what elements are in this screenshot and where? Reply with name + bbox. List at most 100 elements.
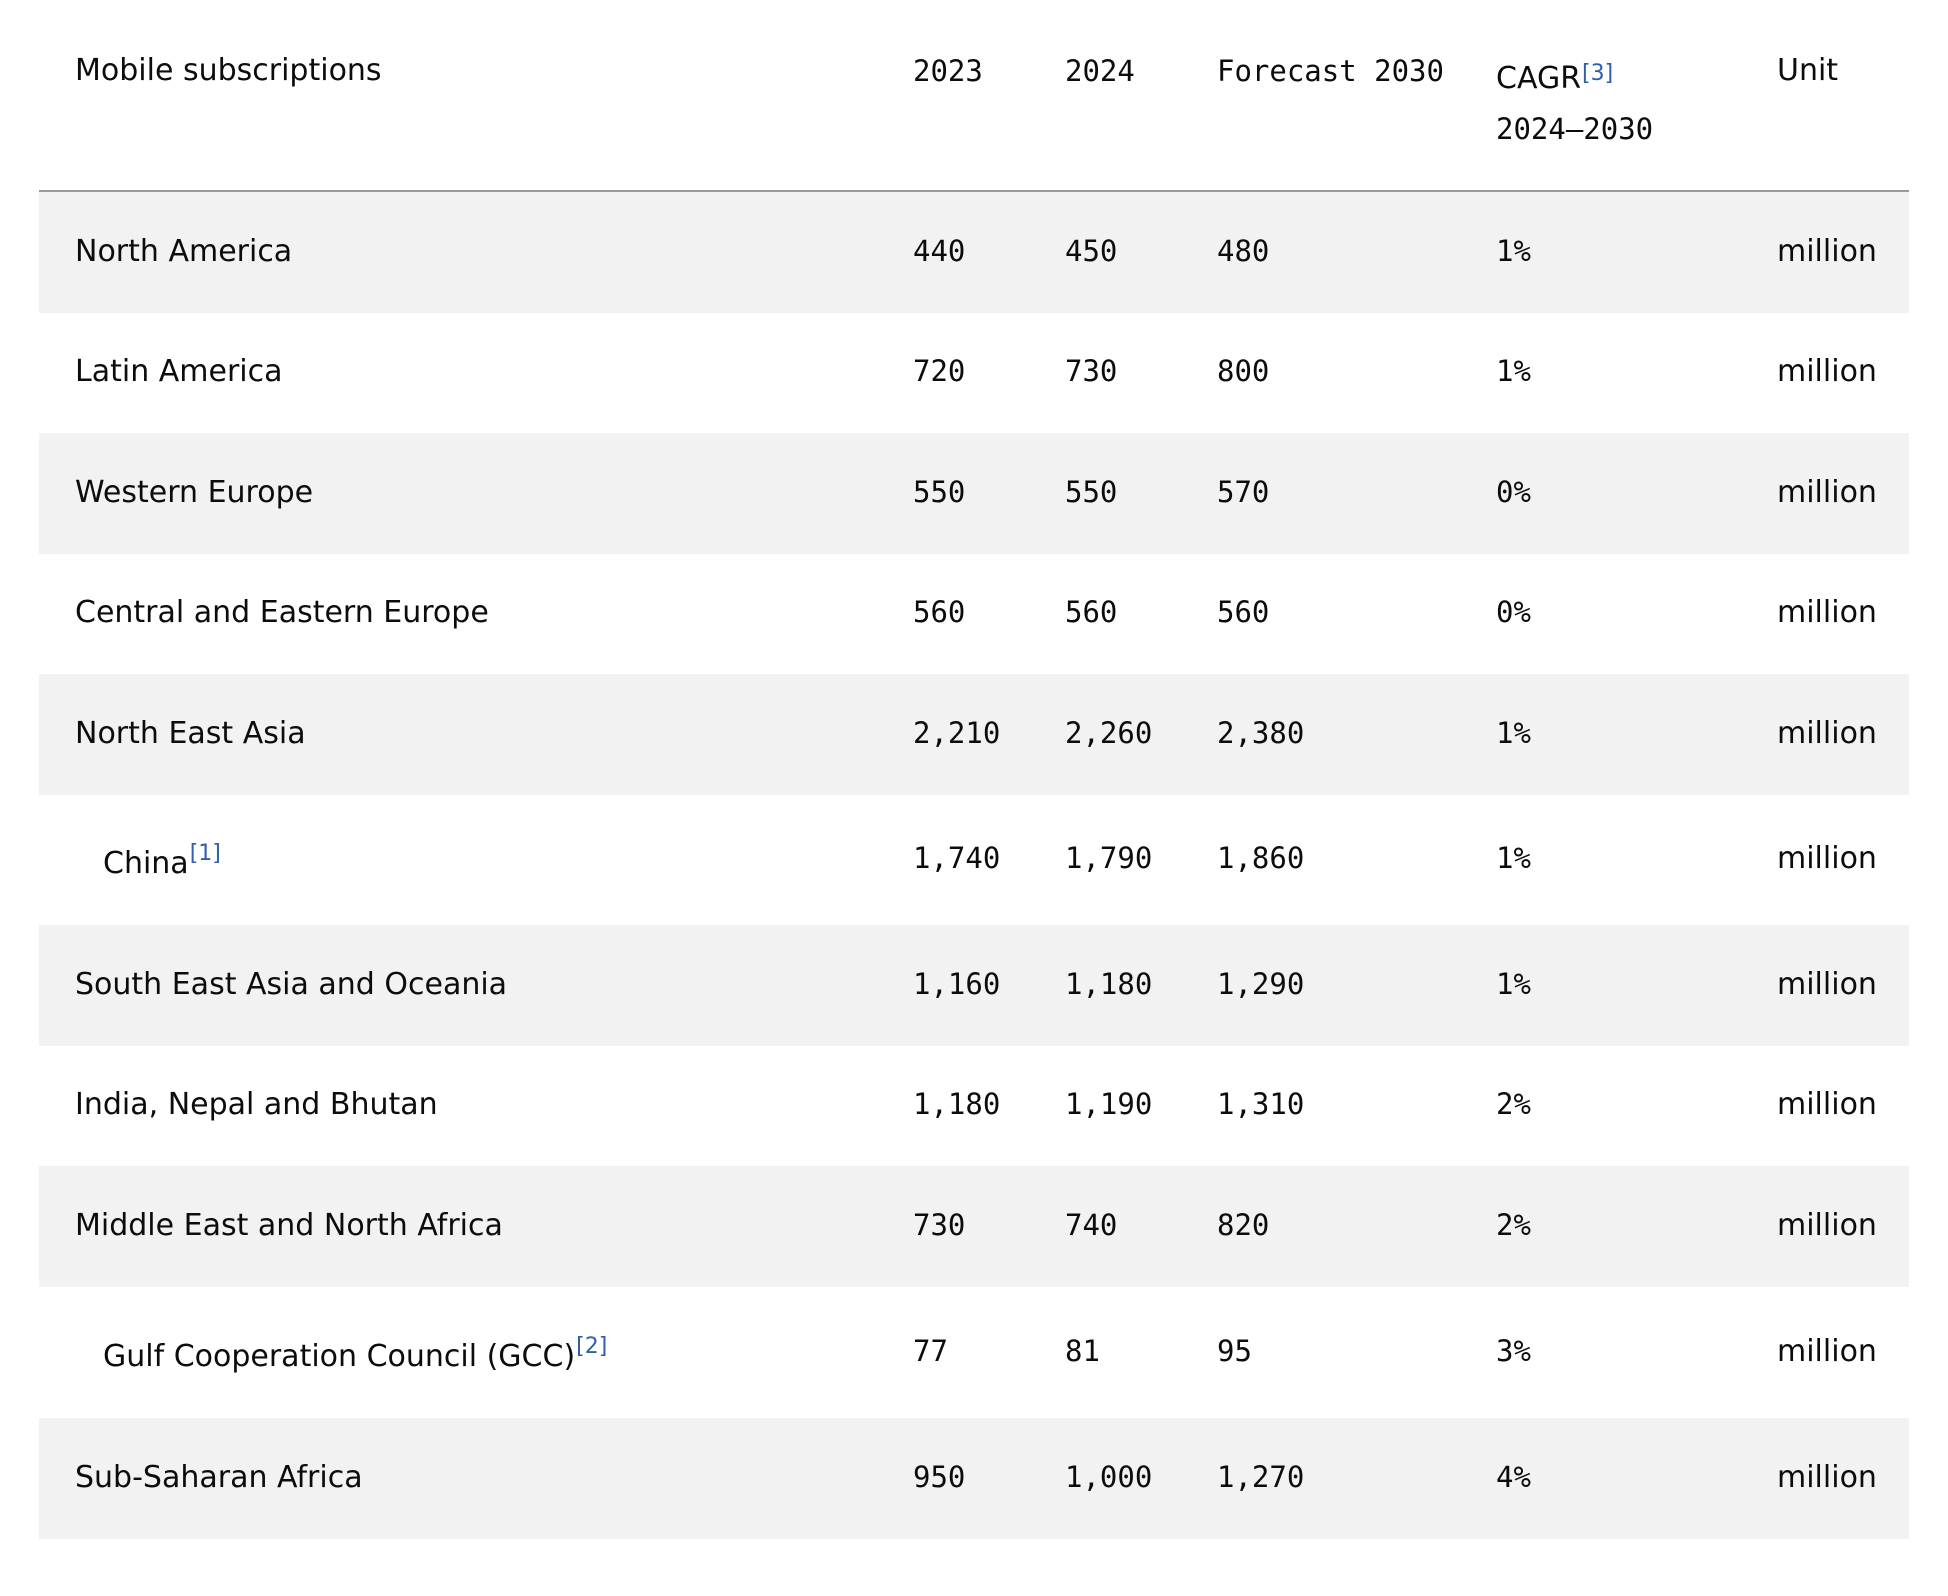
table-row: Central and Eastern Europe 560 560 560 0% mil… bbox=[39, 554, 1909, 674]
value-2024: 1,190 bbox=[1065, 1087, 1153, 1121]
value-unit: million bbox=[1777, 234, 1877, 269]
region-cell: Latin America bbox=[75, 354, 283, 389]
value-forecast-2030: 1,860 bbox=[1217, 841, 1305, 875]
value-cagr: 0% bbox=[1496, 595, 1531, 629]
table-row: Middle East and North Africa 730 740 820 2% m… bbox=[39, 1166, 1909, 1287]
header-2023: 2023 bbox=[913, 54, 983, 88]
value-cagr: 4% bbox=[1496, 1460, 1531, 1494]
value-2023: 2,210 bbox=[913, 716, 1001, 750]
table-body: North America 440 450 480 1% million Latin Ame… bbox=[39, 192, 1909, 1539]
region-name: North East Asia bbox=[75, 716, 306, 751]
region-name: Central and Eastern Europe bbox=[75, 595, 489, 630]
value-cagr: 1% bbox=[1496, 716, 1531, 750]
region-cell: Sub-Saharan Africa bbox=[75, 1460, 363, 1495]
table-row: North America 440 450 480 1% million bbox=[39, 192, 1909, 313]
value-cagr: 1% bbox=[1496, 234, 1531, 268]
value-cagr: 2% bbox=[1496, 1208, 1531, 1242]
value-forecast-2030: 560 bbox=[1217, 595, 1270, 629]
region-cell: India, Nepal and Bhutan bbox=[75, 1087, 438, 1122]
value-2023: 1,160 bbox=[913, 967, 1001, 1001]
table-row: Western Europe 550 550 570 0% million bbox=[39, 433, 1909, 554]
value-unit: million bbox=[1777, 1334, 1877, 1369]
table-row: Sub-Saharan Africa 950 1,000 1,270 4% million bbox=[39, 1418, 1909, 1539]
value-unit: million bbox=[1777, 475, 1877, 510]
region-cell: North America bbox=[75, 234, 292, 269]
header-forecast-2030: Forecast 2030 bbox=[1217, 54, 1444, 88]
value-forecast-2030: 800 bbox=[1217, 354, 1270, 388]
value-2023: 560 bbox=[913, 595, 966, 629]
region-name: Latin America bbox=[75, 354, 283, 389]
region-cell: Central and Eastern Europe bbox=[75, 595, 489, 630]
table-header: Mobile subscriptions 2023 2024 Forecast … bbox=[39, 0, 1909, 192]
subscriptions-table: Mobile subscriptions 2023 2024 Forecast … bbox=[39, 0, 1909, 1539]
header-cagr-label: CAGR bbox=[1496, 61, 1582, 96]
value-2024: 730 bbox=[1065, 354, 1118, 388]
value-2023: 1,180 bbox=[913, 1087, 1001, 1121]
region-cell: South East Asia and Oceania bbox=[75, 967, 507, 1002]
header-2024: 2024 bbox=[1065, 54, 1135, 88]
value-unit: million bbox=[1777, 841, 1877, 876]
value-cagr: 1% bbox=[1496, 967, 1531, 1001]
value-2023: 730 bbox=[913, 1208, 966, 1242]
value-2023: 440 bbox=[913, 234, 966, 268]
value-forecast-2030: 1,290 bbox=[1217, 967, 1305, 1001]
table-row: Latin America 720 730 800 1% million bbox=[39, 313, 1909, 433]
region-name: Middle East and North Africa bbox=[75, 1208, 503, 1243]
region-cell: Western Europe bbox=[75, 475, 313, 510]
value-2023: 950 bbox=[913, 1460, 966, 1494]
table-row: South East Asia and Oceania 1,160 1,180 1,2… bbox=[39, 925, 1909, 1046]
header-region: Mobile subscriptions bbox=[75, 53, 382, 88]
value-2024: 81 bbox=[1065, 1334, 1100, 1368]
value-forecast-2030: 1,310 bbox=[1217, 1087, 1305, 1121]
value-2024: 1,790 bbox=[1065, 841, 1153, 875]
value-2023: 550 bbox=[913, 475, 966, 509]
value-forecast-2030: 95 bbox=[1217, 1334, 1252, 1368]
value-cagr: 1% bbox=[1496, 354, 1531, 388]
region-name: China bbox=[103, 846, 189, 881]
value-2024: 1,180 bbox=[1065, 967, 1153, 1001]
value-unit: million bbox=[1777, 595, 1877, 630]
header-cagr-period: 2024–2030 bbox=[1496, 112, 1654, 146]
value-2024: 450 bbox=[1065, 234, 1118, 268]
value-2024: 550 bbox=[1065, 475, 1118, 509]
region-name: North America bbox=[75, 234, 293, 269]
value-forecast-2030: 2,380 bbox=[1217, 716, 1305, 750]
value-2024: 2,260 bbox=[1065, 716, 1153, 750]
value-2023: 77 bbox=[913, 1334, 948, 1368]
table-row: Gulf Cooperation Council (GCC)[2] 77 81 95 3… bbox=[39, 1287, 1909, 1418]
header-unit: Unit bbox=[1777, 53, 1839, 88]
value-forecast-2030: 1,270 bbox=[1217, 1460, 1305, 1494]
value-unit: million bbox=[1777, 1087, 1877, 1122]
value-unit: million bbox=[1777, 354, 1877, 389]
value-2023: 1,740 bbox=[913, 841, 1001, 875]
value-unit: million bbox=[1777, 1208, 1877, 1243]
footnote-link-3[interactable]: [3] bbox=[1582, 60, 1614, 86]
region-name: Western Europe bbox=[75, 475, 314, 510]
table-row: India, Nepal and Bhutan 1,180 1,190 1,310 2%… bbox=[39, 1046, 1909, 1166]
value-2024: 740 bbox=[1065, 1208, 1118, 1242]
footnote-link[interactable]: [1] bbox=[189, 841, 221, 866]
value-cagr: 1% bbox=[1496, 841, 1531, 875]
region-cell: China[1] bbox=[103, 843, 221, 882]
value-forecast-2030: 570 bbox=[1217, 475, 1270, 509]
footnote-link[interactable]: [2] bbox=[576, 1334, 608, 1359]
value-forecast-2030: 480 bbox=[1217, 234, 1270, 268]
value-cagr: 0% bbox=[1496, 475, 1531, 509]
value-2024: 1,000 bbox=[1065, 1460, 1153, 1494]
value-2024: 560 bbox=[1065, 595, 1118, 629]
region-name: South East Asia and Oceania bbox=[75, 967, 508, 1002]
value-unit: million bbox=[1777, 716, 1877, 751]
region-cell: North East Asia bbox=[75, 716, 306, 751]
value-forecast-2030: 820 bbox=[1217, 1208, 1270, 1242]
region-name: India, Nepal and Bhutan bbox=[75, 1087, 438, 1122]
header-cagr: CAGR[3] bbox=[1496, 61, 1613, 96]
region-name: Gulf Cooperation Council (GCC) bbox=[103, 1339, 576, 1374]
value-unit: million bbox=[1777, 967, 1877, 1002]
table-row: China[1] 1,740 1,790 1,860 1% million bbox=[39, 795, 1909, 925]
region-cell: Gulf Cooperation Council (GCC)[2] bbox=[103, 1336, 607, 1375]
value-2023: 720 bbox=[913, 354, 966, 388]
value-cagr: 2% bbox=[1496, 1087, 1531, 1121]
value-cagr: 3% bbox=[1496, 1334, 1531, 1368]
table-row: North East Asia 2,210 2,260 2,380 1% million bbox=[39, 674, 1909, 795]
value-unit: million bbox=[1777, 1460, 1877, 1495]
